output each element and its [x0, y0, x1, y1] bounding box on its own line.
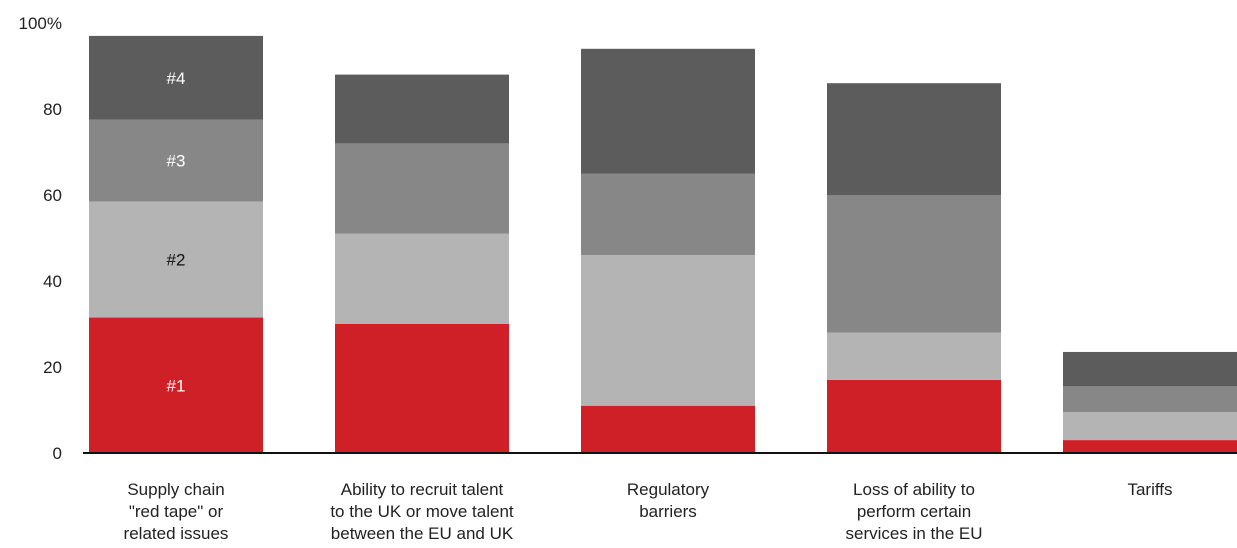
segment-labels: #1 #2 #3 #4	[167, 69, 186, 395]
segment-label: #3	[167, 152, 186, 171]
category-label: Supply chain "red tape" or related issues	[124, 480, 229, 543]
y-tick-label: 0	[53, 444, 62, 463]
bar-segment-3	[335, 143, 509, 234]
y-tick-label: 20	[43, 358, 62, 377]
segment-label: #2	[167, 251, 186, 270]
bar-segment-4	[827, 83, 1001, 195]
y-tick-label: 60	[43, 186, 62, 205]
bar-segment-3	[827, 195, 1001, 333]
bar-segment-4	[581, 48, 755, 174]
bar-segment-1	[581, 405, 755, 453]
bar-segment-3	[89, 119, 263, 202]
bars	[89, 35, 1237, 453]
bar-segment-2	[581, 255, 755, 406]
category-labels: Supply chain "red tape" or related issues A…	[124, 480, 1173, 543]
segment-label: #1	[167, 376, 186, 395]
segment-label: #4	[167, 69, 186, 88]
bar-segment-1	[827, 379, 1001, 453]
y-axis-ticks: 0 20 40 60 80 100%	[19, 14, 62, 463]
bar-segment-2	[89, 201, 263, 318]
category-label: Regulatory barriers	[627, 480, 710, 521]
y-tick-label: 80	[43, 100, 62, 119]
bar-segment-4	[1063, 351, 1237, 387]
category-label: Ability to recruit talent to the UK or mo…	[330, 480, 514, 543]
bar-segment-2	[827, 332, 1001, 380]
y-tick-label: 40	[43, 272, 62, 291]
bar-segment-4	[89, 35, 263, 120]
bar-segment-3	[1063, 386, 1237, 413]
bar-segment-4	[335, 74, 509, 144]
bar-segment-1	[1063, 440, 1237, 453]
category-label: Tariffs	[1127, 480, 1172, 499]
bar-segment-2	[1063, 412, 1237, 441]
y-tick-label: 100%	[19, 14, 62, 33]
bar-segment-1	[89, 317, 263, 453]
bar-segment-3	[581, 173, 755, 256]
bar-segment-1	[335, 324, 509, 453]
bar-segment-2	[335, 233, 509, 324]
category-label: Loss of ability to perform certain service…	[846, 480, 983, 543]
